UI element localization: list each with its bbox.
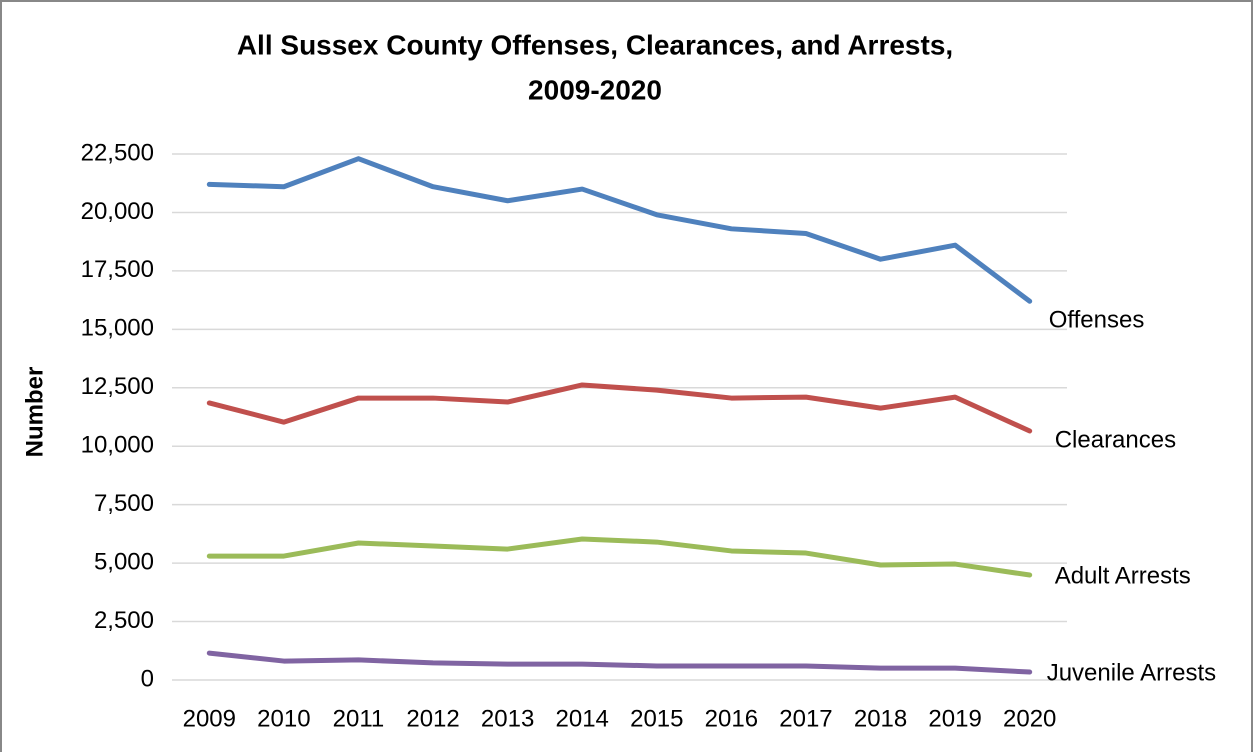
series-label: Juvenile Arrests [1047, 659, 1216, 686]
series-line [206, 382, 1033, 434]
x-tick-label: 2015 [630, 705, 683, 732]
x-tick-label: 2017 [779, 705, 832, 732]
x-tick-label: 2012 [406, 705, 459, 732]
x-tick-label: 2014 [556, 705, 609, 732]
y-tick-label: 17,500 [81, 256, 154, 283]
series-line [206, 156, 1033, 304]
y-tick-label: 7,500 [94, 490, 154, 517]
series-label: Adult Arrests [1055, 562, 1191, 589]
x-tick-label: 2020 [1003, 705, 1056, 732]
y-tick-label: 15,000 [81, 315, 154, 342]
y-tick-label: 0 [141, 665, 154, 692]
series-label: Offenses [1049, 307, 1145, 334]
chart-title: All Sussex County Offenses, Clearances, … [237, 29, 953, 60]
series-line [206, 650, 1033, 675]
y-tick-label: 20,000 [81, 198, 154, 225]
y-tick-label: 22,500 [81, 139, 154, 166]
x-tick-label: 2009 [183, 705, 236, 732]
series-label: Clearances [1055, 426, 1176, 453]
x-tick-label: 2010 [257, 705, 310, 732]
x-tick-label: 2019 [928, 705, 981, 732]
y-tick-label: 5,000 [94, 548, 154, 575]
x-tick-label: 2016 [705, 705, 758, 732]
chart-title: 2009-2020 [528, 74, 662, 105]
y-tick-label: 2,500 [94, 607, 154, 634]
x-tick-label: 2018 [854, 705, 907, 732]
x-tick-label: 2013 [481, 705, 534, 732]
y-tick-label: 12,500 [81, 373, 154, 400]
x-tick-label: 2011 [333, 705, 385, 732]
series-line [206, 536, 1033, 578]
y-tick-label: 10,000 [81, 432, 154, 459]
y-axis-title: Number [21, 367, 48, 458]
